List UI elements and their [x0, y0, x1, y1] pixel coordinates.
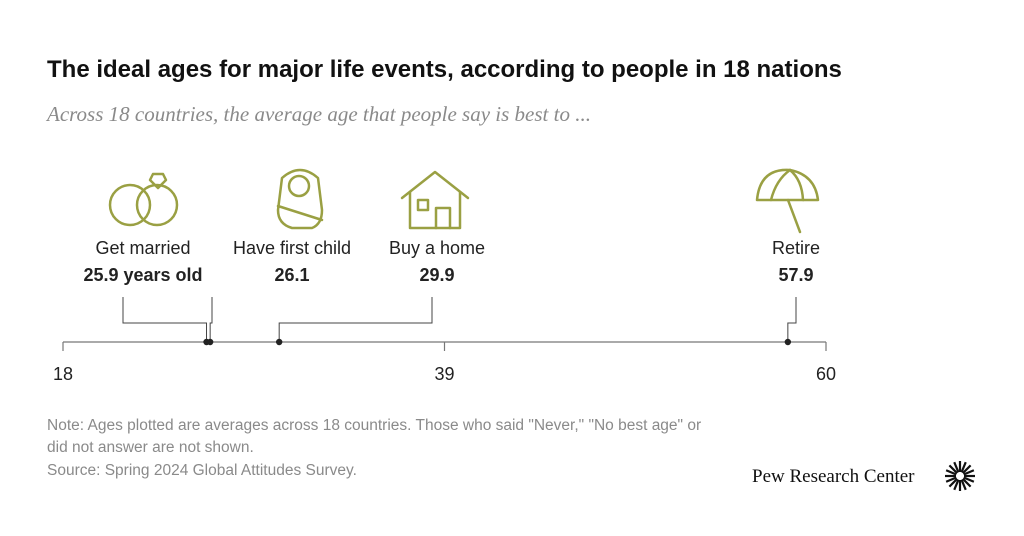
logo-ray: [962, 478, 972, 488]
event-label: Get married: [95, 238, 190, 258]
credit: Pew Research Center: [752, 466, 915, 487]
dot: [275, 338, 283, 346]
chart-subtitle: Across 18 countries, the average age tha…: [47, 102, 591, 126]
logo-ray: [945, 469, 957, 476]
x-tick-label: 18: [53, 364, 73, 384]
logo-ray: [960, 479, 967, 491]
event-label: Buy a home: [389, 238, 485, 258]
logo-ray: [960, 461, 967, 473]
value-label: 57.9: [778, 265, 813, 285]
icon-house: [400, 170, 470, 230]
connector: [278, 297, 433, 342]
value-label: 25.9 years old: [83, 265, 202, 285]
source: Source: Spring 2024 Global Attitudes Sur…: [47, 462, 357, 479]
note: Note: Ages plotted are averages across 1…: [47, 417, 702, 456]
logo-ray: [962, 464, 972, 474]
value-label: 26.1: [274, 265, 309, 285]
event-label: Retire: [772, 238, 820, 258]
value-label: 29.9: [419, 265, 454, 285]
connector: [122, 297, 208, 342]
chart-title: The ideal ages for major life events, ac…: [47, 56, 842, 83]
x-tick-label: 39: [434, 364, 454, 384]
x-tick-label: 60: [816, 364, 836, 384]
icon-rings: [108, 172, 179, 227]
logo-ray: [953, 461, 960, 473]
connector: [787, 297, 797, 342]
logo-ray: [948, 478, 958, 488]
icon-umbrella: [755, 168, 820, 234]
dot: [784, 338, 792, 346]
event-label: Have first child: [233, 238, 351, 258]
icon-baby: [276, 168, 324, 230]
dot: [206, 338, 214, 346]
logo-ray: [963, 476, 975, 483]
logo: [945, 461, 975, 491]
logo-ray: [948, 464, 958, 474]
logo-ray: [945, 476, 957, 483]
logo-ray: [963, 469, 975, 476]
logo-ray: [953, 479, 960, 491]
connector: [209, 297, 213, 342]
